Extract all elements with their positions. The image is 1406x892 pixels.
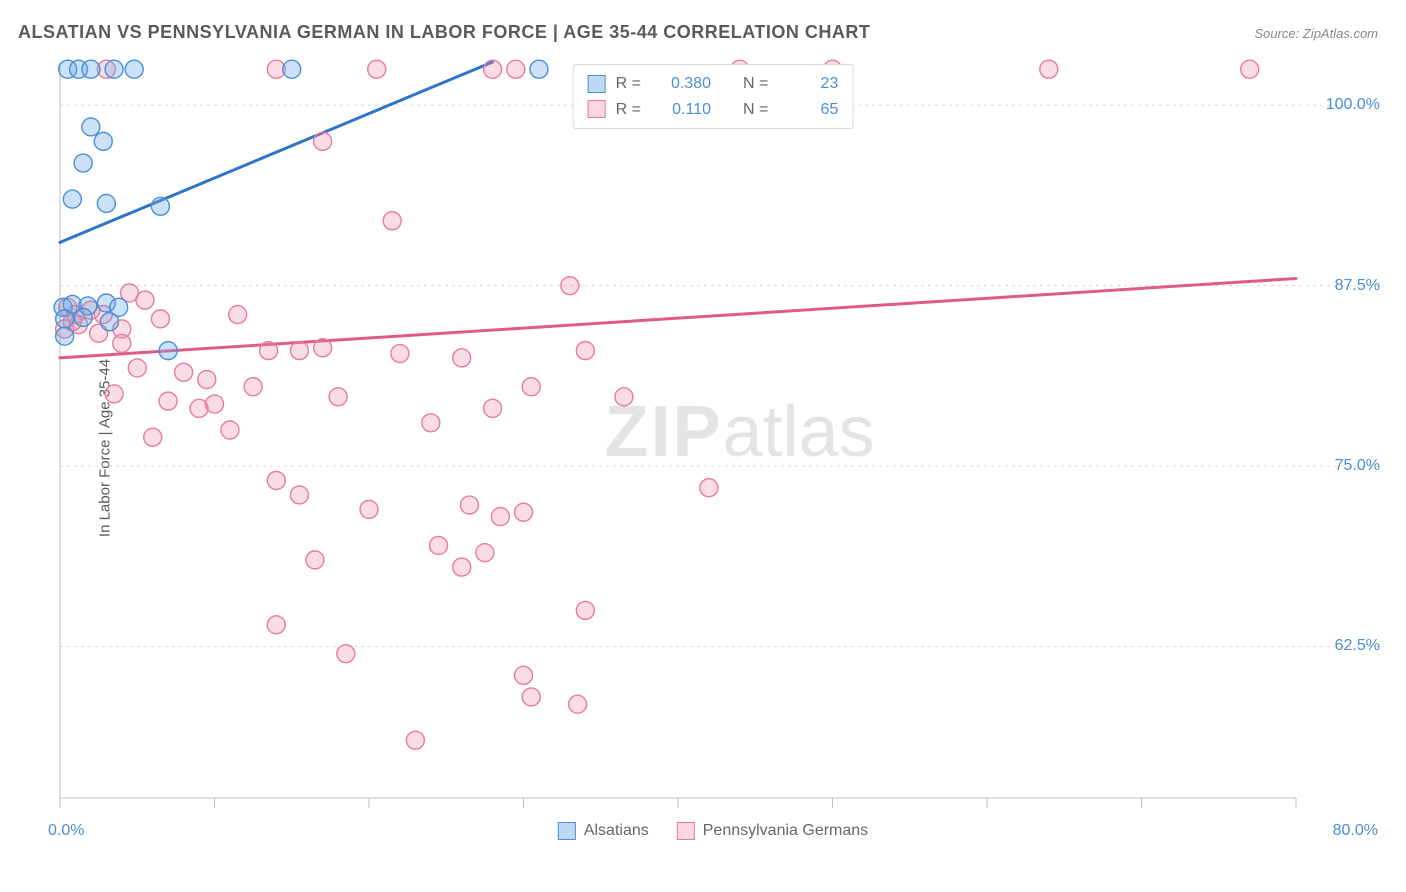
x-axis-min-label: 0.0%	[48, 822, 84, 840]
square-icon	[588, 100, 606, 118]
chart-area: In Labor Force | Age 35-44 R = 0.380 N =…	[48, 58, 1378, 838]
y-tick-label: 100.0%	[1326, 96, 1380, 114]
source-label: Source: ZipAtlas.com	[1254, 26, 1378, 41]
series-legend: Alsatians Pennsylvania Germans	[558, 822, 868, 840]
y-tick-label: 87.5%	[1335, 277, 1380, 295]
r-value-1: 0.110	[651, 97, 711, 123]
legend-stats-box: R = 0.380 N = 23 R = 0.110 N = 65	[573, 64, 854, 129]
legend-label-1: Pennsylvania Germans	[703, 822, 868, 840]
x-axis-max-label: 80.0%	[1333, 822, 1378, 840]
chart-title: ALSATIAN VS PENNSYLVANIA GERMAN IN LABOR…	[18, 22, 870, 43]
legend-item-0: Alsatians	[558, 822, 649, 840]
y-tick-label: 62.5%	[1335, 637, 1380, 655]
legend-stats-row-0: R = 0.380 N = 23	[588, 71, 839, 97]
r-label: R =	[616, 71, 641, 97]
r-label: R =	[616, 97, 641, 123]
square-icon	[558, 822, 576, 840]
square-icon	[588, 75, 606, 93]
scatter-plot-svg	[48, 58, 1378, 838]
r-value-0: 0.380	[651, 71, 711, 97]
n-value-0: 23	[778, 71, 838, 97]
legend-stats-row-1: R = 0.110 N = 65	[588, 97, 839, 123]
n-value-1: 65	[778, 97, 838, 123]
n-label: N =	[743, 97, 768, 123]
legend-label-0: Alsatians	[584, 822, 649, 840]
square-icon	[677, 822, 695, 840]
y-tick-label: 75.0%	[1335, 457, 1380, 475]
n-label: N =	[743, 71, 768, 97]
legend-item-1: Pennsylvania Germans	[677, 822, 868, 840]
